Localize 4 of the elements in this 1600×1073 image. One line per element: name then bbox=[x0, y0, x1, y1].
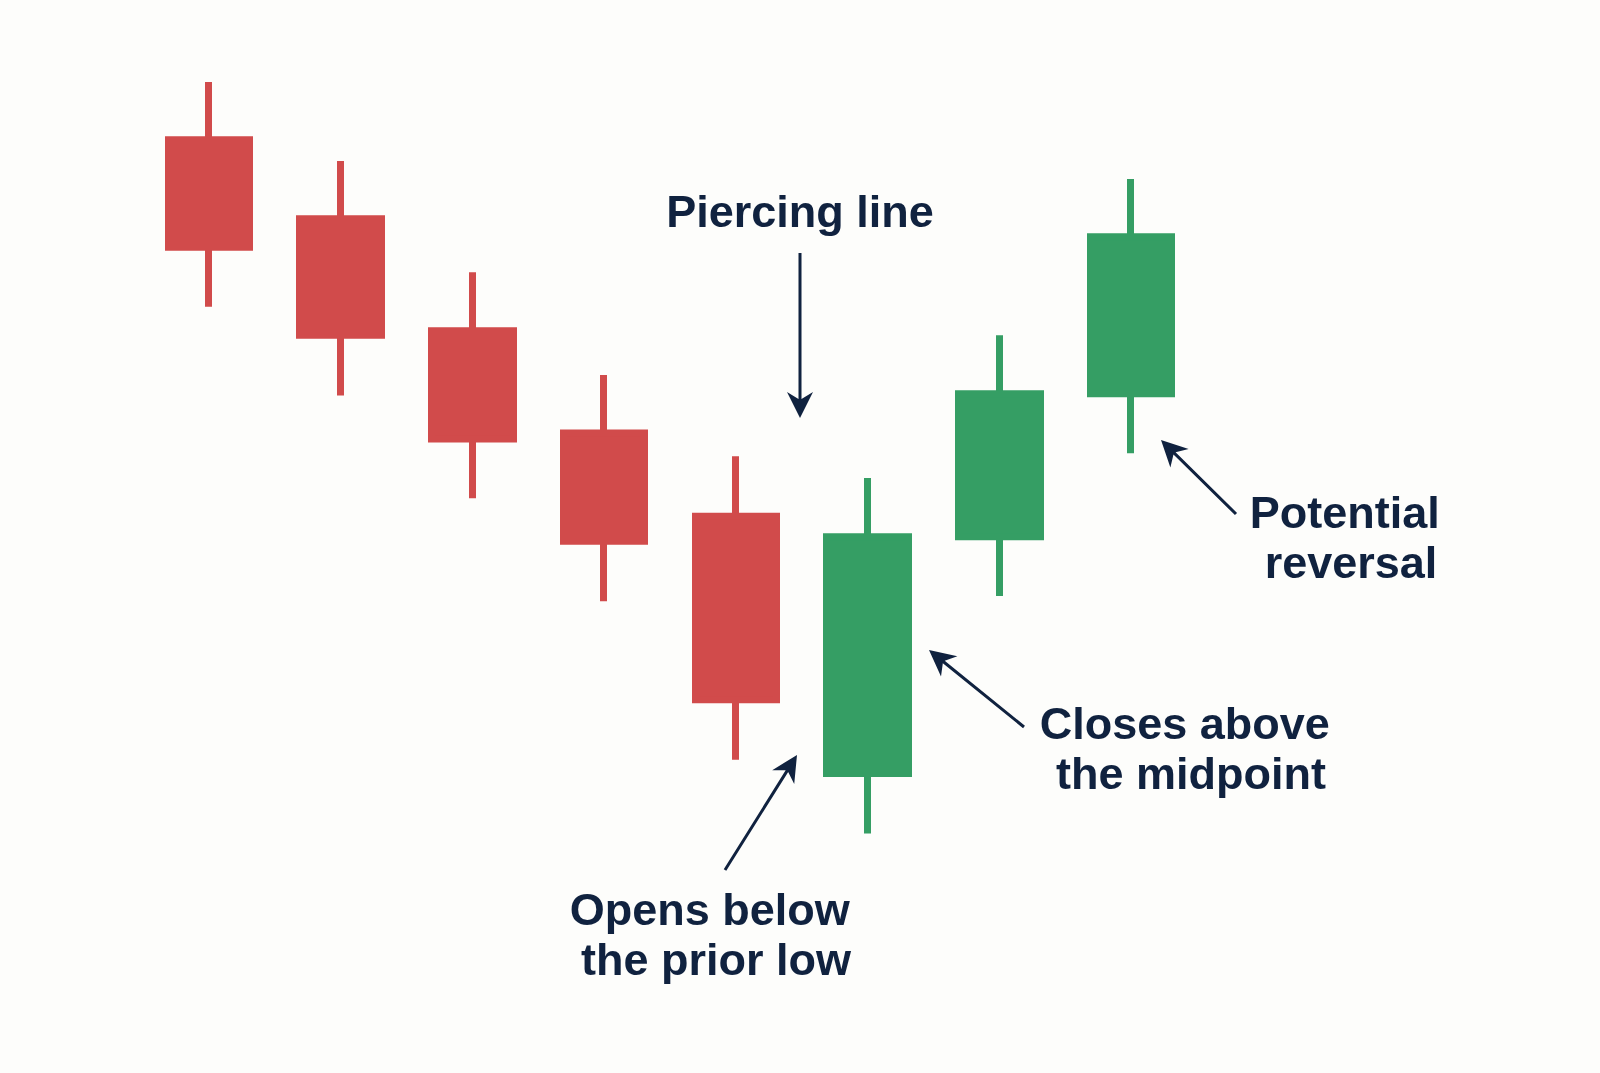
text: Potential reversal bbox=[1249, 486, 1453, 588]
text: Opens below the prior low bbox=[569, 883, 863, 985]
annotation: Closes above the midpoint bbox=[1039, 697, 1343, 799]
annotation: Piercing line bbox=[666, 185, 934, 237]
